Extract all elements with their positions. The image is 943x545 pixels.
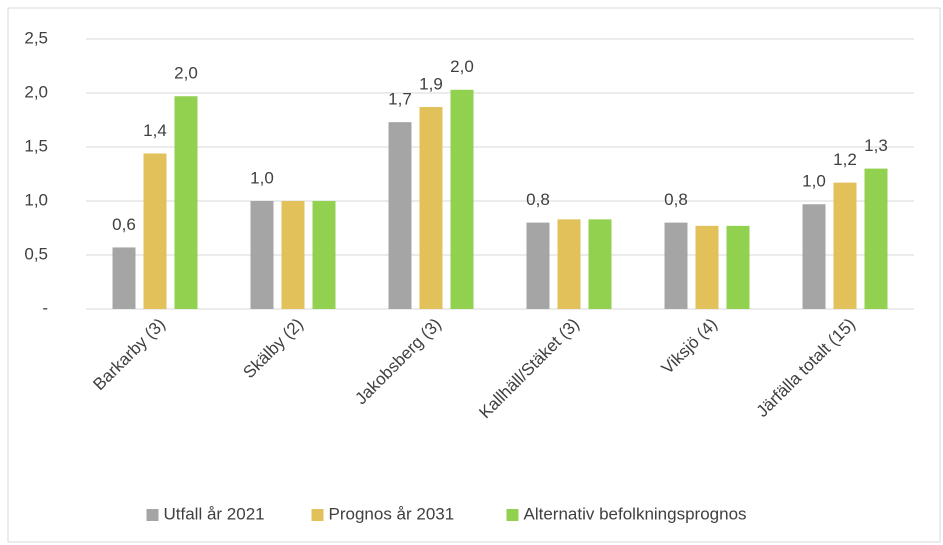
bar	[695, 225, 719, 309]
bar	[419, 107, 443, 309]
bar	[588, 219, 612, 309]
bar	[281, 201, 305, 309]
bar	[557, 219, 581, 309]
legend-swatch	[146, 509, 159, 521]
value-label: 0,8	[664, 190, 688, 209]
bar	[833, 182, 857, 309]
chart-border	[7, 7, 941, 543]
y-tick-label: -	[42, 298, 48, 317]
x-tick-label: Skälby (2)	[239, 315, 307, 383]
x-tick-label: Kallhäll/Stäket (3)	[475, 315, 583, 423]
value-label: 1,9	[419, 75, 443, 94]
legend-swatch	[311, 509, 324, 521]
y-tick-label: 2,5	[24, 28, 48, 47]
legend-label: Prognos år 2031	[329, 504, 455, 523]
bar	[388, 122, 412, 309]
bar	[174, 96, 198, 310]
value-label: 1,2	[833, 150, 857, 169]
value-label: 2,0	[174, 64, 198, 83]
bar	[143, 153, 167, 309]
y-tick-label: 1,0	[24, 190, 48, 209]
bar	[664, 222, 688, 309]
bar	[802, 204, 826, 309]
bar	[250, 201, 274, 309]
value-label: 1,7	[388, 90, 412, 109]
value-label: 0,8	[526, 190, 550, 209]
x-tick-label: Järfälla totalt (15)	[753, 315, 859, 421]
value-label: 1,4	[143, 121, 167, 140]
legend-swatch	[506, 509, 519, 521]
bar	[450, 89, 474, 309]
value-label: 1,0	[802, 172, 826, 191]
value-label: 2,0	[450, 57, 474, 76]
bar	[526, 222, 550, 309]
value-label: 1,0	[250, 168, 274, 187]
y-tick-label: 2,0	[24, 82, 48, 101]
legend-label: Alternativ befolkningsprognos	[524, 504, 747, 523]
y-tick-label: 1,5	[24, 136, 48, 155]
value-label: 0,6	[112, 215, 136, 234]
bar	[112, 247, 136, 309]
bar	[726, 225, 750, 309]
x-tick-label: Viksjö (4)	[658, 315, 721, 378]
x-tick-label: Jakobsberg (3)	[351, 315, 445, 409]
value-label: 1,3	[864, 136, 888, 155]
bar	[864, 168, 888, 309]
bar	[312, 201, 336, 309]
legend-label: Utfall år 2021	[164, 504, 265, 523]
y-tick-label: 0,5	[24, 244, 48, 263]
x-tick-label: Barkarby (3)	[89, 315, 169, 395]
